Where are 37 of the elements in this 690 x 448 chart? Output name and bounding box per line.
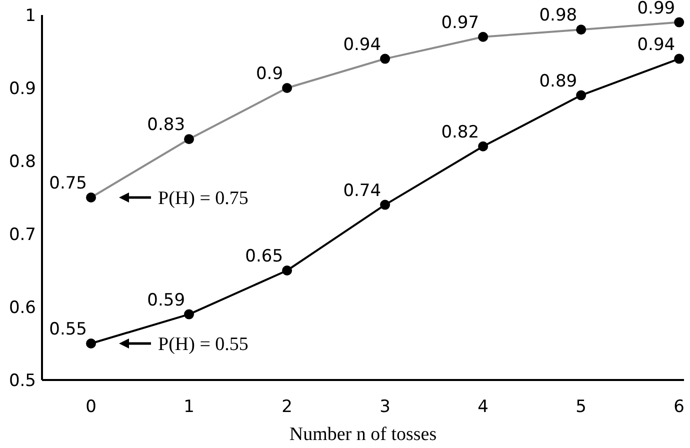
y-tick-label: 1 xyxy=(25,6,36,26)
point xyxy=(674,54,684,64)
x-axis-title: Number n of tosses xyxy=(289,424,437,445)
x-tick-label: 6 xyxy=(674,397,685,417)
data-label: 0.74 xyxy=(343,180,382,201)
y-tick-label: 0.5 xyxy=(8,370,36,391)
point xyxy=(282,266,292,276)
x-tick-label: 1 xyxy=(184,397,194,417)
x-tick-label: 2 xyxy=(282,397,292,417)
y-tick-label: 0.7 xyxy=(8,224,36,245)
data-label: 0.94 xyxy=(343,34,382,55)
data-label: 0.99 xyxy=(637,0,676,18)
x-tick-label: 5 xyxy=(576,397,586,417)
point xyxy=(86,338,96,348)
data-label: 0.89 xyxy=(539,71,578,92)
point xyxy=(380,200,390,210)
data-label: 0.55 xyxy=(49,320,88,340)
annotation: P(H) = 0.55 xyxy=(158,334,248,356)
x-tick-label: 4 xyxy=(478,397,488,417)
y-tick-label: 0.8 xyxy=(8,152,36,172)
data-label: 0.94 xyxy=(637,34,676,55)
data-label: 0.9 xyxy=(256,64,284,84)
data-label: 0.82 xyxy=(441,122,480,142)
point xyxy=(576,90,586,100)
x-tick-label: 0 xyxy=(86,397,96,417)
data-label: 0.83 xyxy=(147,115,186,136)
y-tick-label: 0.6 xyxy=(8,298,36,318)
data-label: 0.75 xyxy=(49,174,88,194)
annotation: P(H) = 0.75 xyxy=(158,188,248,210)
data-label: 0.65 xyxy=(245,246,284,266)
data-label: 0.98 xyxy=(539,6,578,26)
data-label: 0.97 xyxy=(441,12,480,33)
x-tick-label: 3 xyxy=(380,397,390,417)
y-tick-label: 0.9 xyxy=(8,78,36,99)
data-label: 0.59 xyxy=(147,290,186,310)
point xyxy=(478,141,488,152)
point xyxy=(184,309,194,320)
